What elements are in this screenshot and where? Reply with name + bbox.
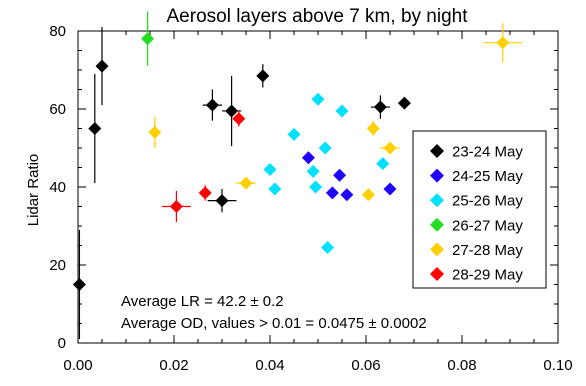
- axis-ticks: 0.00 0.02 0.04 0.06 0.08 0.10 0 20 40 60 80: [49, 23, 572, 374]
- data-point: [256, 69, 270, 83]
- data-point: [141, 32, 155, 46]
- legend-marker: [430, 193, 444, 208]
- legend-label: 24-25 May: [452, 168, 523, 185]
- y-axis-label: Lidar Ratio: [25, 154, 42, 227]
- annotation-average-od: Average OD, values > 0.01 = 0.0475 ± 0.0…: [121, 315, 427, 332]
- data-point: [225, 104, 239, 118]
- data-point: [72, 278, 86, 291]
- data-point: [215, 194, 229, 208]
- y-tick-label: 20: [49, 257, 66, 274]
- y-tick-label: 40: [49, 179, 66, 196]
- x-tick-label: 0.10: [543, 357, 572, 374]
- data-point: [95, 59, 109, 73]
- data-point: [268, 182, 282, 196]
- legend-label: 23-24 May: [452, 144, 523, 161]
- data-point: [366, 122, 380, 135]
- data-point: [325, 186, 339, 200]
- data-points: [72, 32, 510, 291]
- data-point: [205, 98, 219, 112]
- data-point: [232, 112, 246, 126]
- data-point: [311, 92, 325, 106]
- data-point: [496, 36, 510, 50]
- data-point: [287, 127, 301, 141]
- y-tick-label: 0: [58, 335, 66, 352]
- data-point: [309, 180, 323, 194]
- legend: 23-24 May 24-25 May 25-26 May 26-27 May 27-2…: [412, 130, 547, 289]
- x-tick-label: 0.00: [63, 357, 92, 374]
- data-point: [397, 96, 411, 110]
- data-point: [376, 157, 390, 171]
- legend-box: [412, 130, 547, 289]
- data-point: [373, 100, 387, 114]
- legend-label: 27-28 May: [452, 242, 523, 259]
- data-point: [335, 104, 349, 118]
- x-tick-label: 0.08: [447, 357, 476, 374]
- data-point: [306, 164, 320, 178]
- data-point: [263, 162, 277, 176]
- y-tick-label: 60: [49, 101, 66, 118]
- data-point: [318, 141, 332, 155]
- data-point: [333, 168, 347, 182]
- data-point: [239, 176, 253, 190]
- y-tick-label: 80: [49, 23, 66, 40]
- annotation-average-lr: Average LR = 42.2 ± 0.2: [121, 293, 284, 310]
- legend-label: 28-29 May: [452, 267, 523, 284]
- legend-label: 26-27 May: [452, 217, 523, 234]
- legend-marker: [430, 217, 444, 232]
- data-point: [361, 188, 375, 202]
- data-point: [169, 200, 183, 213]
- legend-marker: [430, 144, 444, 158]
- legend-marker: [430, 242, 444, 257]
- data-point: [340, 188, 354, 202]
- x-tick-label: 0.04: [255, 357, 284, 374]
- data-point: [383, 141, 397, 155]
- x-tick-label: 0.02: [159, 357, 188, 374]
- legend-marker: [430, 267, 444, 281]
- chart-title: Aerosol layers above 7 km, by night: [167, 6, 469, 27]
- data-point: [148, 125, 162, 139]
- data-point: [301, 151, 315, 165]
- legend-label: 25-26 May: [452, 193, 523, 210]
- data-point: [198, 186, 212, 200]
- legend-marker: [430, 168, 444, 183]
- data-point: [88, 122, 102, 135]
- data-point: [321, 240, 335, 254]
- data-point: [383, 182, 397, 196]
- x-tick-label: 0.06: [351, 357, 380, 374]
